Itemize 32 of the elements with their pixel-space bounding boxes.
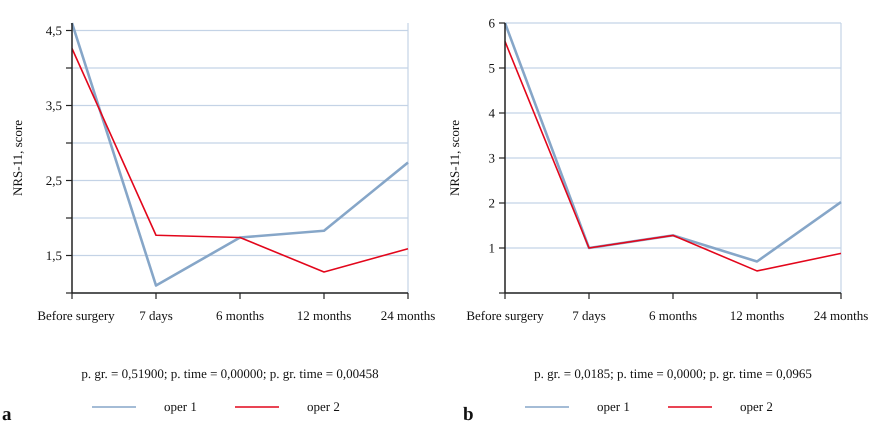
legend-label: oper 2 [740,399,773,414]
y-tick-label: 1 [488,240,495,256]
y-tick-label: 4 [488,106,496,121]
x-tick-label: 12 months [730,308,784,323]
text: p. gr. = 0,51900; p. time = 0,00000; p. gr. time = 0,00458 [81,366,379,381]
y-axis-title: NRS-11, score [10,120,25,196]
x-tick-label: Before surgery [37,308,116,323]
y-tick-label: 4,5 [46,23,62,38]
y-tick-label: 2 [488,196,495,211]
x-tick-label: Before surgery [466,308,544,323]
legend-label: oper 1 [597,399,630,414]
line-series [70,22,410,287]
y-tick-label: 1,5 [46,248,62,264]
y-tick-label: 6 [488,16,496,31]
text: b [463,404,474,424]
x-tick-label: 12 months [296,308,352,323]
text: a [2,404,12,424]
line-series [71,48,409,273]
x-tick-label: 6 months [216,308,264,323]
x-tick-label: 6 months [648,308,698,323]
legend-label: oper 2 [307,399,340,414]
y-tick-label: 3,5 [46,98,62,114]
y-tick-label: 3 [488,150,495,166]
x-tick-label: 7 days [139,308,173,323]
legend-label: oper 1 [164,399,197,414]
x-tick-label: 24 months [814,308,868,323]
x-tick-label: 24 months [380,308,436,323]
y-tick-label: 2,5 [46,173,62,188]
x-tick-label: 7 days [572,308,606,323]
text: p. gr. = 0,0185; p. time = 0,0000; p. gr. time = 0,0965 [534,366,812,381]
y-axis-title: NRS-11, score [447,120,462,196]
y-tick-label: 5 [488,60,495,76]
